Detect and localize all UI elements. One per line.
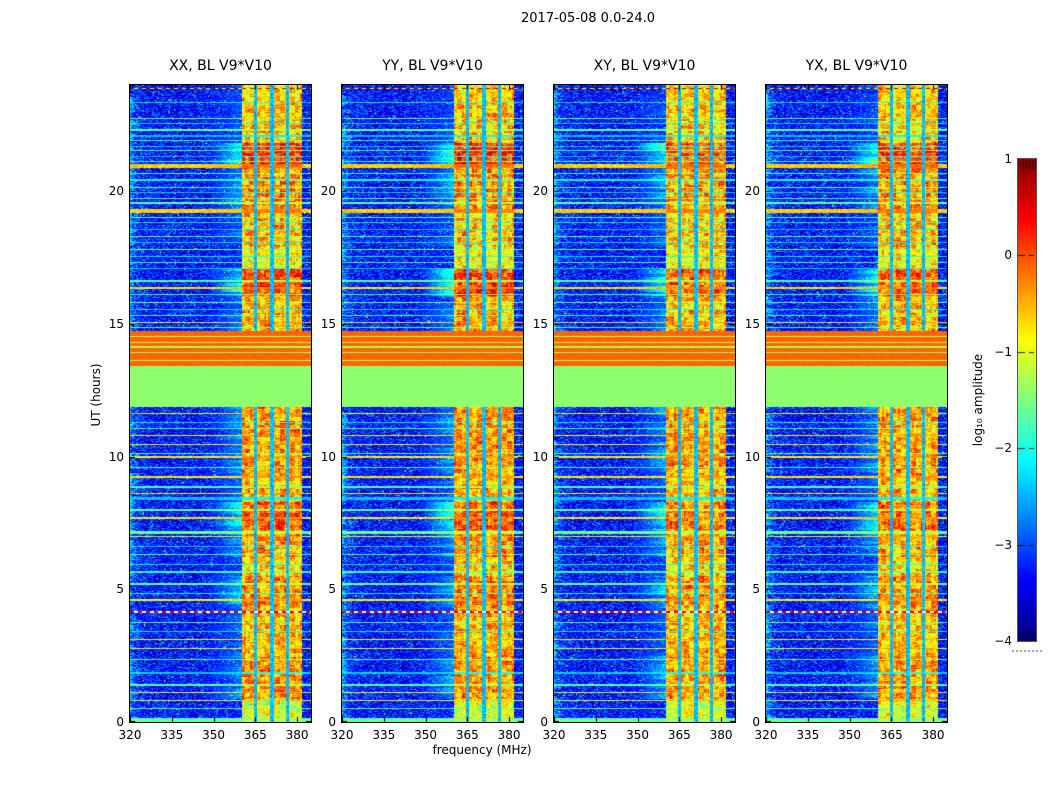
colorbar-tick-label: −2: [994, 441, 1012, 456]
y-axis-label: UT (hours): [89, 363, 103, 427]
colorbar-label: log₁₀ amplitude: [971, 353, 985, 447]
x-tick-label: 365: [667, 728, 691, 742]
x-tick-label: 335: [160, 728, 184, 742]
y-tick-label: 10: [532, 449, 548, 464]
x-tick-label: 350: [626, 728, 649, 742]
colorbar-frame: [1017, 158, 1037, 642]
x-tick-label: 365: [455, 728, 479, 742]
y-tick-label: 20: [320, 184, 336, 199]
y-tick-label: 15: [108, 316, 124, 331]
x-tick-label: 320: [118, 728, 142, 742]
y-tick-label: 15: [320, 316, 336, 331]
x-tick-label: 350: [202, 728, 225, 742]
y-tick-label: 10: [320, 449, 336, 464]
panel-title-xy: XY, BL V9*V10: [593, 58, 696, 74]
colorbar-tick-label: −1: [994, 344, 1012, 359]
panel-yy: [341, 84, 524, 723]
x-tick-label: 365: [879, 728, 903, 742]
x-tick-label: 320: [754, 728, 778, 742]
colorbar-tick-label: −3: [994, 537, 1012, 552]
x-tick-label: 380: [709, 728, 733, 742]
spectrogram-canvas-xx: [130, 85, 311, 722]
panel-title-yy: YY, BL V9*V10: [382, 58, 483, 74]
x-tick-label: 380: [921, 728, 945, 742]
y-tick-label: 20: [532, 184, 548, 199]
y-tick-label: 0: [540, 715, 548, 729]
x-tick-label: 380: [285, 728, 309, 742]
x-axis-label: frequency (MHz): [432, 743, 532, 757]
y-tick-label: 0: [328, 715, 336, 729]
y-tick-label: 0: [116, 715, 124, 729]
colorbar-tick-label: 1: [1004, 152, 1012, 166]
spectrogram-canvas-xy: [554, 85, 735, 722]
colorbar-underflow-dots: [1012, 650, 1042, 652]
x-tick-label: 320: [542, 728, 566, 742]
figure-title: 2017-05-08 0.0-24.0: [521, 11, 655, 26]
y-tick-label: 0: [752, 715, 760, 729]
y-tick-label: 5: [752, 582, 760, 597]
colorbar-tick-label: −4: [994, 634, 1012, 648]
y-tick-label: 15: [532, 316, 548, 331]
panel-yx: [765, 84, 948, 723]
x-tick-label: 320: [330, 728, 354, 742]
y-tick-label: 15: [744, 316, 760, 331]
panel-title-xx: XX, BL V9*V10: [169, 58, 272, 74]
panel-xx: [129, 84, 312, 723]
panel-xy: [553, 84, 736, 723]
y-tick-label: 10: [744, 449, 760, 464]
x-tick-label: 350: [838, 728, 861, 742]
x-tick-label: 365: [243, 728, 267, 742]
y-tick-label: 5: [116, 582, 124, 597]
y-tick-label: 5: [540, 582, 548, 597]
y-tick-label: 20: [108, 184, 124, 199]
x-tick-label: 335: [796, 728, 820, 742]
x-tick-label: 335: [584, 728, 608, 742]
x-tick-label: 350: [414, 728, 437, 742]
colorbar-gradient: [1018, 159, 1036, 641]
x-tick-label: 335: [372, 728, 396, 742]
y-tick-label: 5: [328, 582, 336, 597]
y-tick-label: 10: [108, 449, 124, 464]
x-tick-label: 380: [497, 728, 521, 742]
y-tick-label: 20: [744, 184, 760, 199]
panel-title-yx: YX, BL V9*V10: [805, 58, 908, 74]
colorbar-tick-label: 0: [1004, 248, 1012, 263]
spectrogram-canvas-yy: [342, 85, 523, 722]
spectrogram-canvas-yx: [766, 85, 947, 722]
